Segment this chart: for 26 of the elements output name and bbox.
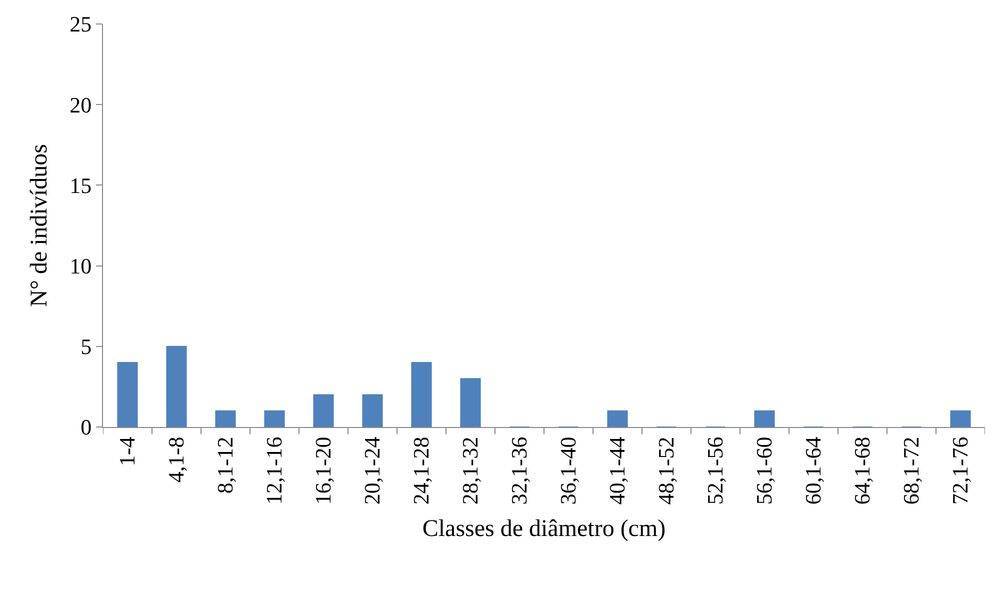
y-tick-label: 15	[70, 172, 92, 198]
x-tick-label: 64,1-68	[850, 436, 875, 505]
x-tick-label: 4,1-8	[164, 436, 189, 483]
x-tick-label: 36,1-40	[556, 436, 581, 505]
y-tick-label: 10	[70, 254, 92, 278]
x-tick-label: 60,1-64	[800, 436, 826, 505]
y-tick-label: 20	[70, 92, 92, 118]
y-tick-label: 5	[80, 334, 92, 360]
x-tick-label: 24,1-28	[408, 436, 434, 505]
x-tick-label: 68,1-72	[898, 436, 924, 505]
y-tick-label: 25	[70, 12, 92, 37]
x-tick-label: 52,1-56	[702, 436, 728, 505]
y-tick-label: 0	[80, 414, 92, 440]
x-tick-label: 20,1-24	[360, 436, 385, 505]
x-tick-label: 1-4	[114, 436, 140, 466]
x-tick-label: 8,1-12	[212, 436, 238, 494]
x-axis-title: Classes de diâmetro (cm)	[422, 516, 666, 542]
x-tick-label: 56,1-60	[752, 436, 777, 505]
x-tick-label: 40,1-44	[604, 436, 630, 505]
x-tick-label: 12,1-16	[262, 436, 287, 505]
x-tick-label: 16,1-20	[310, 436, 336, 505]
x-tick-label: 28,1-32	[458, 436, 483, 505]
x-tick-label: 32,1-36	[506, 436, 532, 505]
y-axis-title: N° de indivíduos	[26, 144, 53, 307]
x-tick-label: 72,1-76	[948, 436, 973, 505]
x-tick-label: 48,1-52	[654, 436, 679, 505]
